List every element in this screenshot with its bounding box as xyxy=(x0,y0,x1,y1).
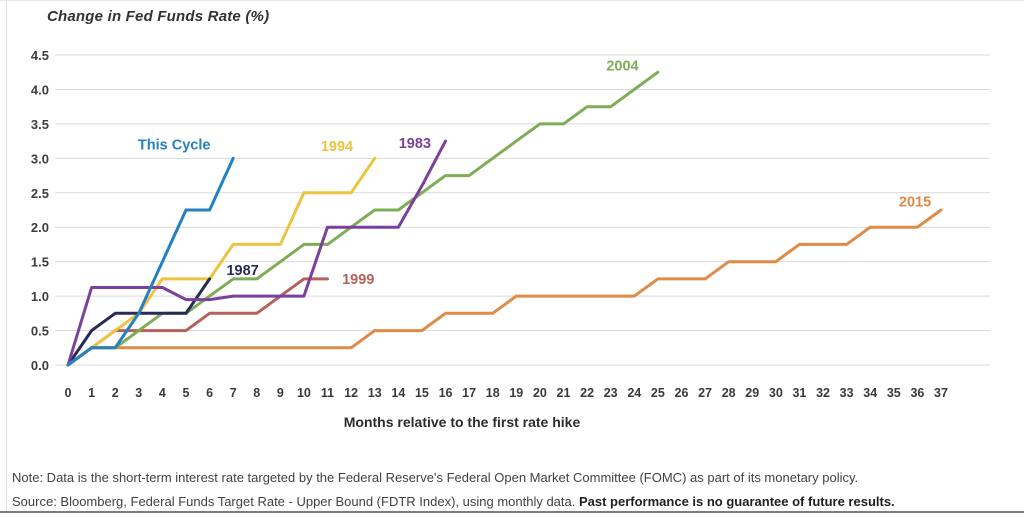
y-tick-label: 1.0 xyxy=(31,289,49,304)
x-tick-label: 22 xyxy=(580,386,594,400)
series-line-2004 xyxy=(66,70,660,367)
frame-left-border xyxy=(6,0,7,513)
source-text: Source: Bloomberg, Federal Funds Target … xyxy=(12,494,579,509)
x-tick-label: 3 xyxy=(135,386,142,400)
y-tick-label: 0.5 xyxy=(31,324,49,339)
x-tick-label: 18 xyxy=(486,386,500,400)
x-tick-label: 15 xyxy=(415,386,429,400)
footnotes: Note: Data is the short-term interest ra… xyxy=(12,466,1016,514)
x-tick-label: 17 xyxy=(462,386,476,400)
source-line: Source: Bloomberg, Federal Funds Target … xyxy=(12,490,1016,514)
x-tick-label: 33 xyxy=(840,386,854,400)
series-label-1987: 1987 xyxy=(226,263,258,279)
x-tick-label: 19 xyxy=(509,386,523,400)
x-tick-label: 29 xyxy=(745,386,759,400)
series-line-this-cycle xyxy=(66,156,235,367)
y-tick-label: 0.0 xyxy=(31,358,49,373)
x-tick-label: 8 xyxy=(253,386,260,400)
bottom-rule xyxy=(0,511,1024,513)
series-label-1999: 1999 xyxy=(342,272,374,288)
x-tick-label: 10 xyxy=(297,386,311,400)
x-tick-label: 13 xyxy=(368,386,382,400)
x-tick-label: 20 xyxy=(533,386,547,400)
x-tick-label: 14 xyxy=(391,386,405,400)
x-tick-label: 26 xyxy=(675,386,689,400)
x-tick-label: 1 xyxy=(88,386,95,400)
x-tick-label: 16 xyxy=(439,386,453,400)
x-tick-label: 21 xyxy=(557,386,571,400)
series-label-this-cycle: This Cycle xyxy=(138,138,211,154)
x-tick-label: 34 xyxy=(863,386,877,400)
x-tick-label: 32 xyxy=(816,386,830,400)
series-label-1994: 1994 xyxy=(321,139,353,155)
x-tick-label: 35 xyxy=(887,386,901,400)
frame-top-border xyxy=(0,0,1024,1)
y-tick-label: 4.5 xyxy=(31,48,49,63)
chart-title: Change in Fed Funds Rate (%) xyxy=(47,8,270,25)
x-tick-label: 31 xyxy=(792,386,806,400)
x-tick-label: 6 xyxy=(206,386,213,400)
x-tick-label: 9 xyxy=(277,386,284,400)
series-line-1983 xyxy=(66,139,447,367)
x-tick-label: 37 xyxy=(934,386,948,400)
series-label-2015: 2015 xyxy=(899,195,931,211)
disclaimer-text: Past performance is no guarantee of futu… xyxy=(578,494,895,509)
x-tick-label: 0 xyxy=(65,386,72,400)
series-line-1999 xyxy=(66,277,329,367)
x-tick-label: 4 xyxy=(159,386,166,400)
x-tick-label: 23 xyxy=(604,386,618,400)
x-tick-label: 27 xyxy=(698,386,712,400)
y-tick-label: 2.5 xyxy=(31,186,49,201)
series-label-2004: 2004 xyxy=(606,58,638,74)
x-tick-label: 36 xyxy=(910,386,924,400)
note-text: Note: Data is the short-term interest ra… xyxy=(12,470,859,485)
x-tick-label: 11 xyxy=(321,386,334,400)
series-line-2015 xyxy=(66,208,943,367)
x-tick-label: 12 xyxy=(344,386,358,400)
x-tick-label: 24 xyxy=(627,386,641,400)
x-tick-label: 25 xyxy=(651,386,665,400)
note-line: Note: Data is the short-term interest ra… xyxy=(12,466,1016,490)
x-tick-label: 7 xyxy=(230,386,237,400)
x-tick-label: 28 xyxy=(722,386,736,400)
y-tick-label: 2.0 xyxy=(31,220,49,235)
x-tick-label: 2 xyxy=(112,386,119,400)
y-tick-label: 3.0 xyxy=(31,151,49,166)
series-label-1983: 1983 xyxy=(399,136,431,152)
series-line-1994 xyxy=(66,156,377,367)
y-tick-label: 1.5 xyxy=(31,255,49,270)
y-tick-label: 4.0 xyxy=(31,82,49,97)
y-tick-label: 3.5 xyxy=(31,117,49,132)
chart-canvas: 4.54.03.53.02.52.01.51.00.50.00 1 2 3 4 5 6 7 8 9… xyxy=(31,48,990,400)
x-axis-title: Months relative to the first rate hike xyxy=(343,414,581,430)
x-tick-label: 5 xyxy=(182,386,189,400)
x-tick-label: 30 xyxy=(769,386,783,400)
